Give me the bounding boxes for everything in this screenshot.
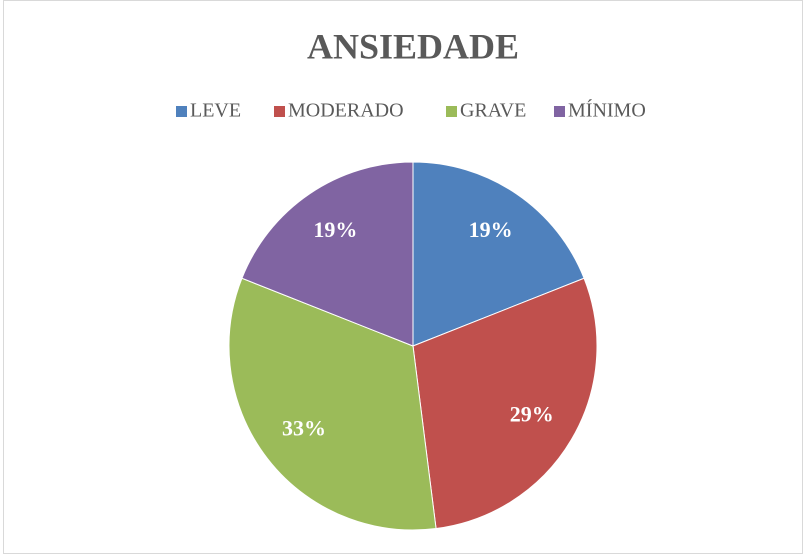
data-label: 19%	[313, 217, 357, 242]
data-label: 19%	[469, 217, 513, 242]
pie-slice	[412, 277, 598, 530]
legend-label: GRAVE	[460, 100, 526, 122]
legend-swatch	[554, 106, 565, 117]
data-label: 29%	[510, 401, 554, 426]
chart-title: ANSIEDADE	[307, 26, 519, 66]
legend-label: MODERADO	[288, 100, 404, 122]
legend-swatch	[176, 106, 187, 117]
legend-swatch	[274, 106, 285, 117]
legend-label: MÍNIMO	[568, 99, 646, 122]
data-label: 33%	[282, 416, 326, 441]
pie-slice	[412, 161, 585, 347]
legend-label: LEVE	[190, 100, 241, 122]
pie-slice	[228, 277, 437, 531]
pie-slice	[241, 161, 414, 347]
legend-swatch	[446, 106, 457, 117]
